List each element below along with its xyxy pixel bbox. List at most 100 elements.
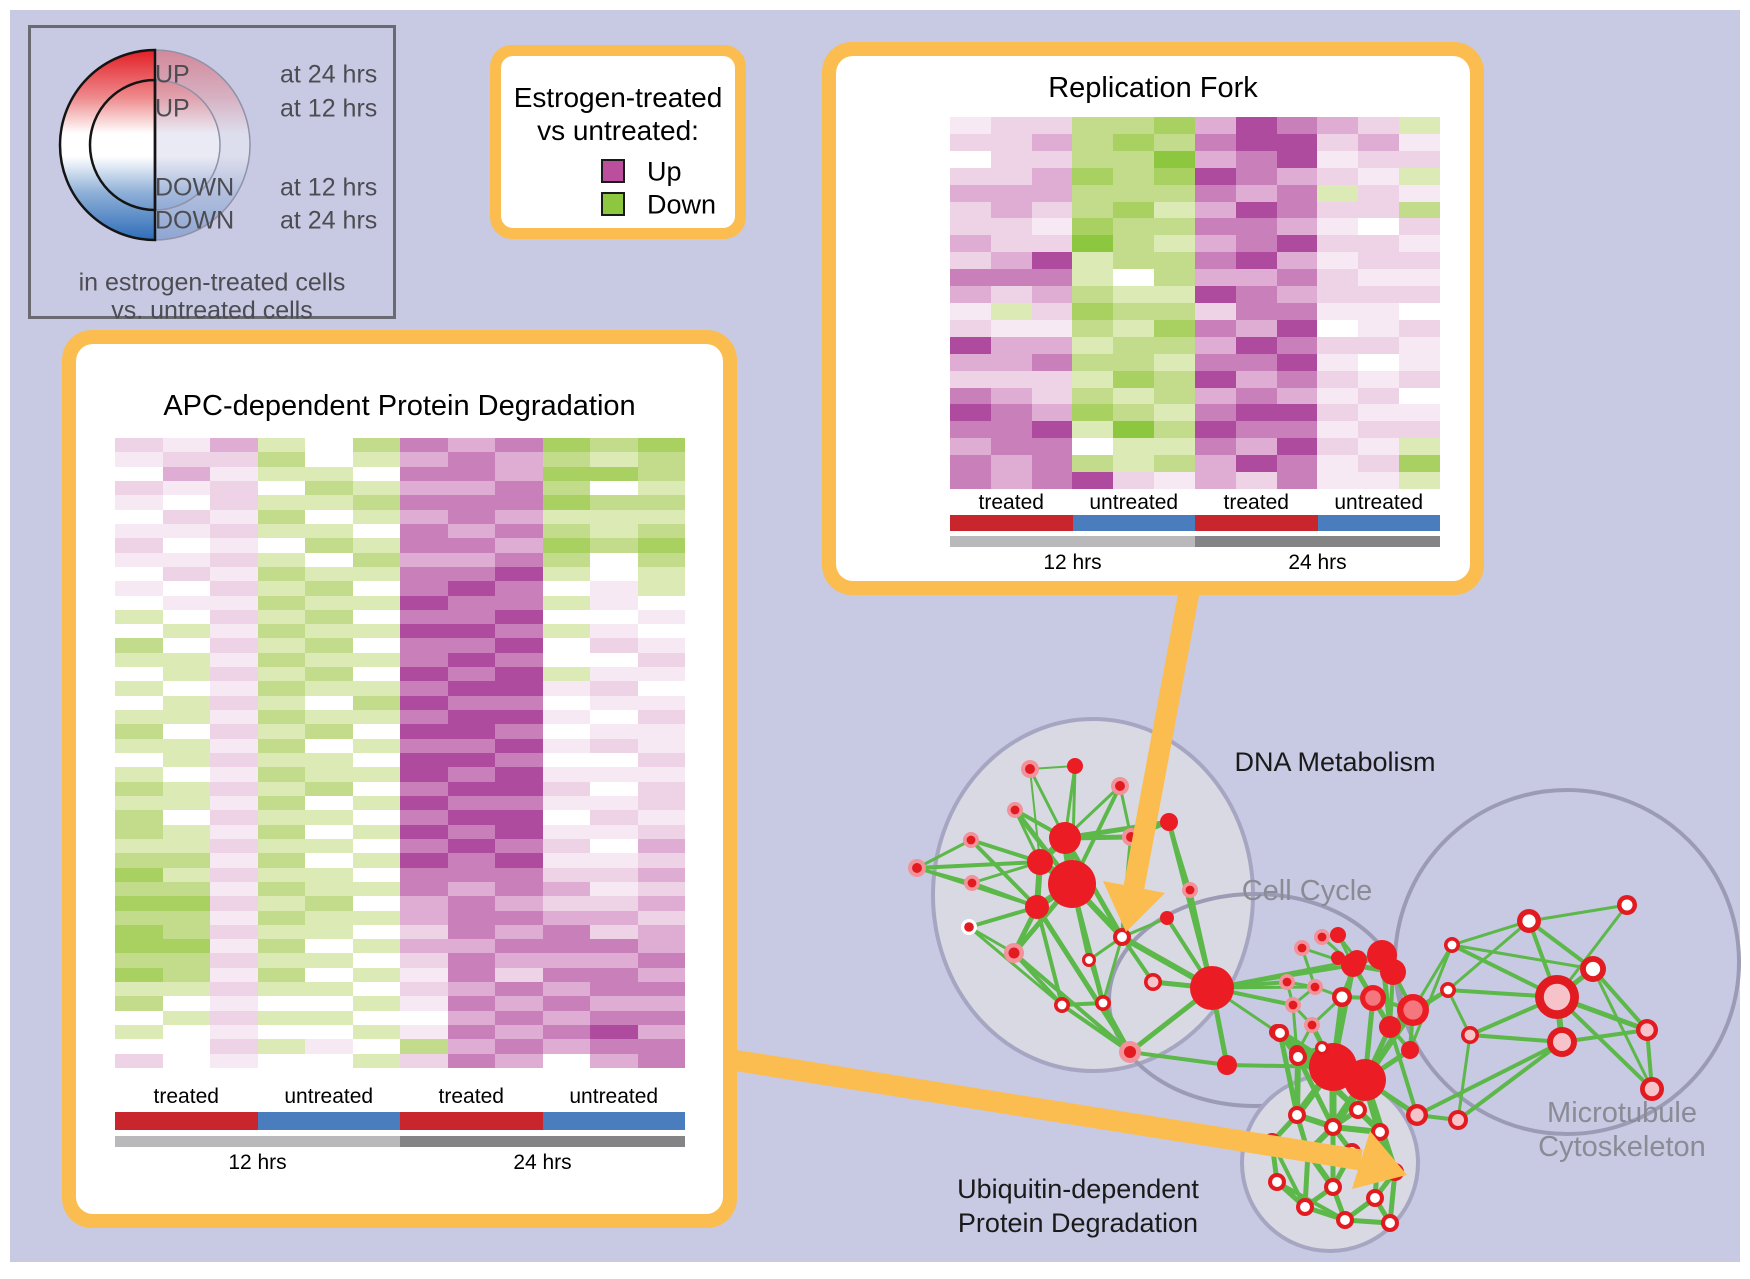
heatmap-cell	[990, 252, 1032, 270]
heatmap-cell	[1358, 438, 1400, 456]
heatmap-cell	[637, 480, 685, 496]
network-node-core	[1293, 1052, 1303, 1062]
heatmap-cell	[1072, 218, 1114, 236]
condition-label: untreated	[284, 1085, 374, 1108]
cluster-label: Ubiquitin-dependent	[957, 1174, 1199, 1204]
heatmap-cell	[990, 438, 1032, 456]
heatmap-cell	[542, 753, 590, 768]
network-node-core	[1464, 1029, 1476, 1041]
heatmap-cell	[162, 753, 210, 768]
heatmap-cell	[305, 495, 353, 510]
heatmap-cell	[352, 996, 400, 1011]
heatmap-cell	[257, 881, 305, 897]
heatmap-cell	[1276, 421, 1318, 439]
heatmap-cell	[1276, 336, 1318, 354]
heatmap-cell	[590, 495, 638, 510]
heatmap-cell	[950, 235, 991, 253]
heatmap-cell	[115, 1010, 163, 1026]
heatmap-cell	[950, 218, 991, 236]
heatmap-cell	[495, 853, 543, 868]
heatmap-cell	[590, 667, 638, 682]
heatmap-cell	[400, 667, 448, 682]
updown-footer-line1: in estrogen-treated cells	[78, 268, 346, 297]
heatmap-cell	[210, 1025, 258, 1040]
heatmap-cell	[352, 810, 400, 825]
heatmap-cell	[352, 867, 400, 882]
heatmap-cell	[305, 996, 353, 1011]
heatmap-cell	[950, 387, 991, 405]
heatmap-cell	[352, 982, 400, 997]
network-node-core	[1522, 914, 1536, 928]
heatmap-cell	[115, 581, 163, 596]
heatmap-cell	[1072, 201, 1114, 219]
heatmap-cell	[352, 681, 400, 696]
heatmap-cell	[1154, 370, 1195, 388]
heatmap-cell	[495, 523, 543, 539]
heatmap-cell	[162, 982, 210, 997]
heatmap-cell	[257, 767, 305, 782]
heatmap-cell	[1358, 150, 1400, 168]
heatmap-cell	[447, 609, 495, 625]
heatmap-cell	[1358, 472, 1400, 489]
heatmap-cell	[950, 150, 991, 168]
heatmap-cell	[990, 133, 1032, 151]
heatmap-cell	[542, 566, 590, 582]
heatmap-cell	[1235, 117, 1277, 134]
heatmap-cell	[1031, 201, 1073, 219]
heatmap-cell	[210, 509, 258, 524]
heatmap-cell	[210, 724, 258, 739]
heatmap-cell	[1317, 336, 1359, 354]
heatmap-cell	[115, 1053, 163, 1068]
network-node-core	[1621, 899, 1633, 911]
heatmap-cell	[1113, 133, 1155, 151]
heatmap-cell	[1113, 472, 1155, 489]
heatmap-cell	[1235, 235, 1277, 253]
heatmap-cell	[305, 924, 353, 940]
heatmap-cell	[1358, 184, 1400, 202]
network-edge	[1388, 1026, 1419, 1116]
heatmap-cell	[1113, 218, 1155, 236]
heatmap-cell	[1072, 455, 1114, 473]
heatmap-cell	[1358, 370, 1400, 388]
heatmap-cell	[542, 480, 590, 496]
heatmap-cell	[400, 609, 448, 625]
heatmap-cell	[257, 1053, 305, 1068]
heatmap-cell	[1276, 302, 1318, 320]
condition-label: untreated	[1089, 491, 1179, 514]
condition-label: treated	[978, 491, 1044, 514]
network-edge	[969, 838, 1039, 909]
heatmap-cell	[115, 795, 163, 811]
heatmap-cell	[352, 781, 400, 796]
heatmap-cell	[162, 695, 210, 711]
heatmap-cell	[590, 982, 638, 997]
heatmap-cell	[447, 466, 495, 481]
heatmap-cell	[637, 624, 685, 639]
network-edge	[1295, 1055, 1336, 1129]
heatmap-cell	[400, 509, 448, 524]
heatmap-cell	[1317, 286, 1359, 303]
heatmap-cell	[447, 724, 495, 739]
heatmap-cell	[1317, 269, 1359, 287]
heatmap-cell	[637, 1053, 685, 1068]
heatmap-cell	[950, 201, 991, 219]
heatmap-cell	[1317, 438, 1359, 456]
heatmap-cell	[495, 1010, 543, 1026]
heatmap-cell	[542, 652, 590, 668]
heatmap-cell	[1317, 370, 1359, 388]
heatmap-cell	[1154, 455, 1195, 473]
heatmap-cell	[1072, 117, 1114, 134]
treated-bar	[400, 1112, 543, 1130]
network-node-core	[1328, 1122, 1338, 1132]
heatmap-cell	[400, 552, 448, 567]
heatmap-cell	[305, 853, 353, 868]
condition-label: treated	[153, 1085, 219, 1108]
heatmap-cell	[115, 538, 163, 553]
heatmap-cell	[990, 387, 1032, 405]
heatmap-cell	[162, 967, 210, 983]
network-node	[1160, 911, 1174, 925]
heatmap-cell	[447, 939, 495, 954]
network-node-core	[967, 878, 977, 888]
heatmap-cell	[400, 566, 448, 582]
heatmap-cell	[1194, 353, 1236, 371]
heatmap-cell	[352, 466, 400, 481]
